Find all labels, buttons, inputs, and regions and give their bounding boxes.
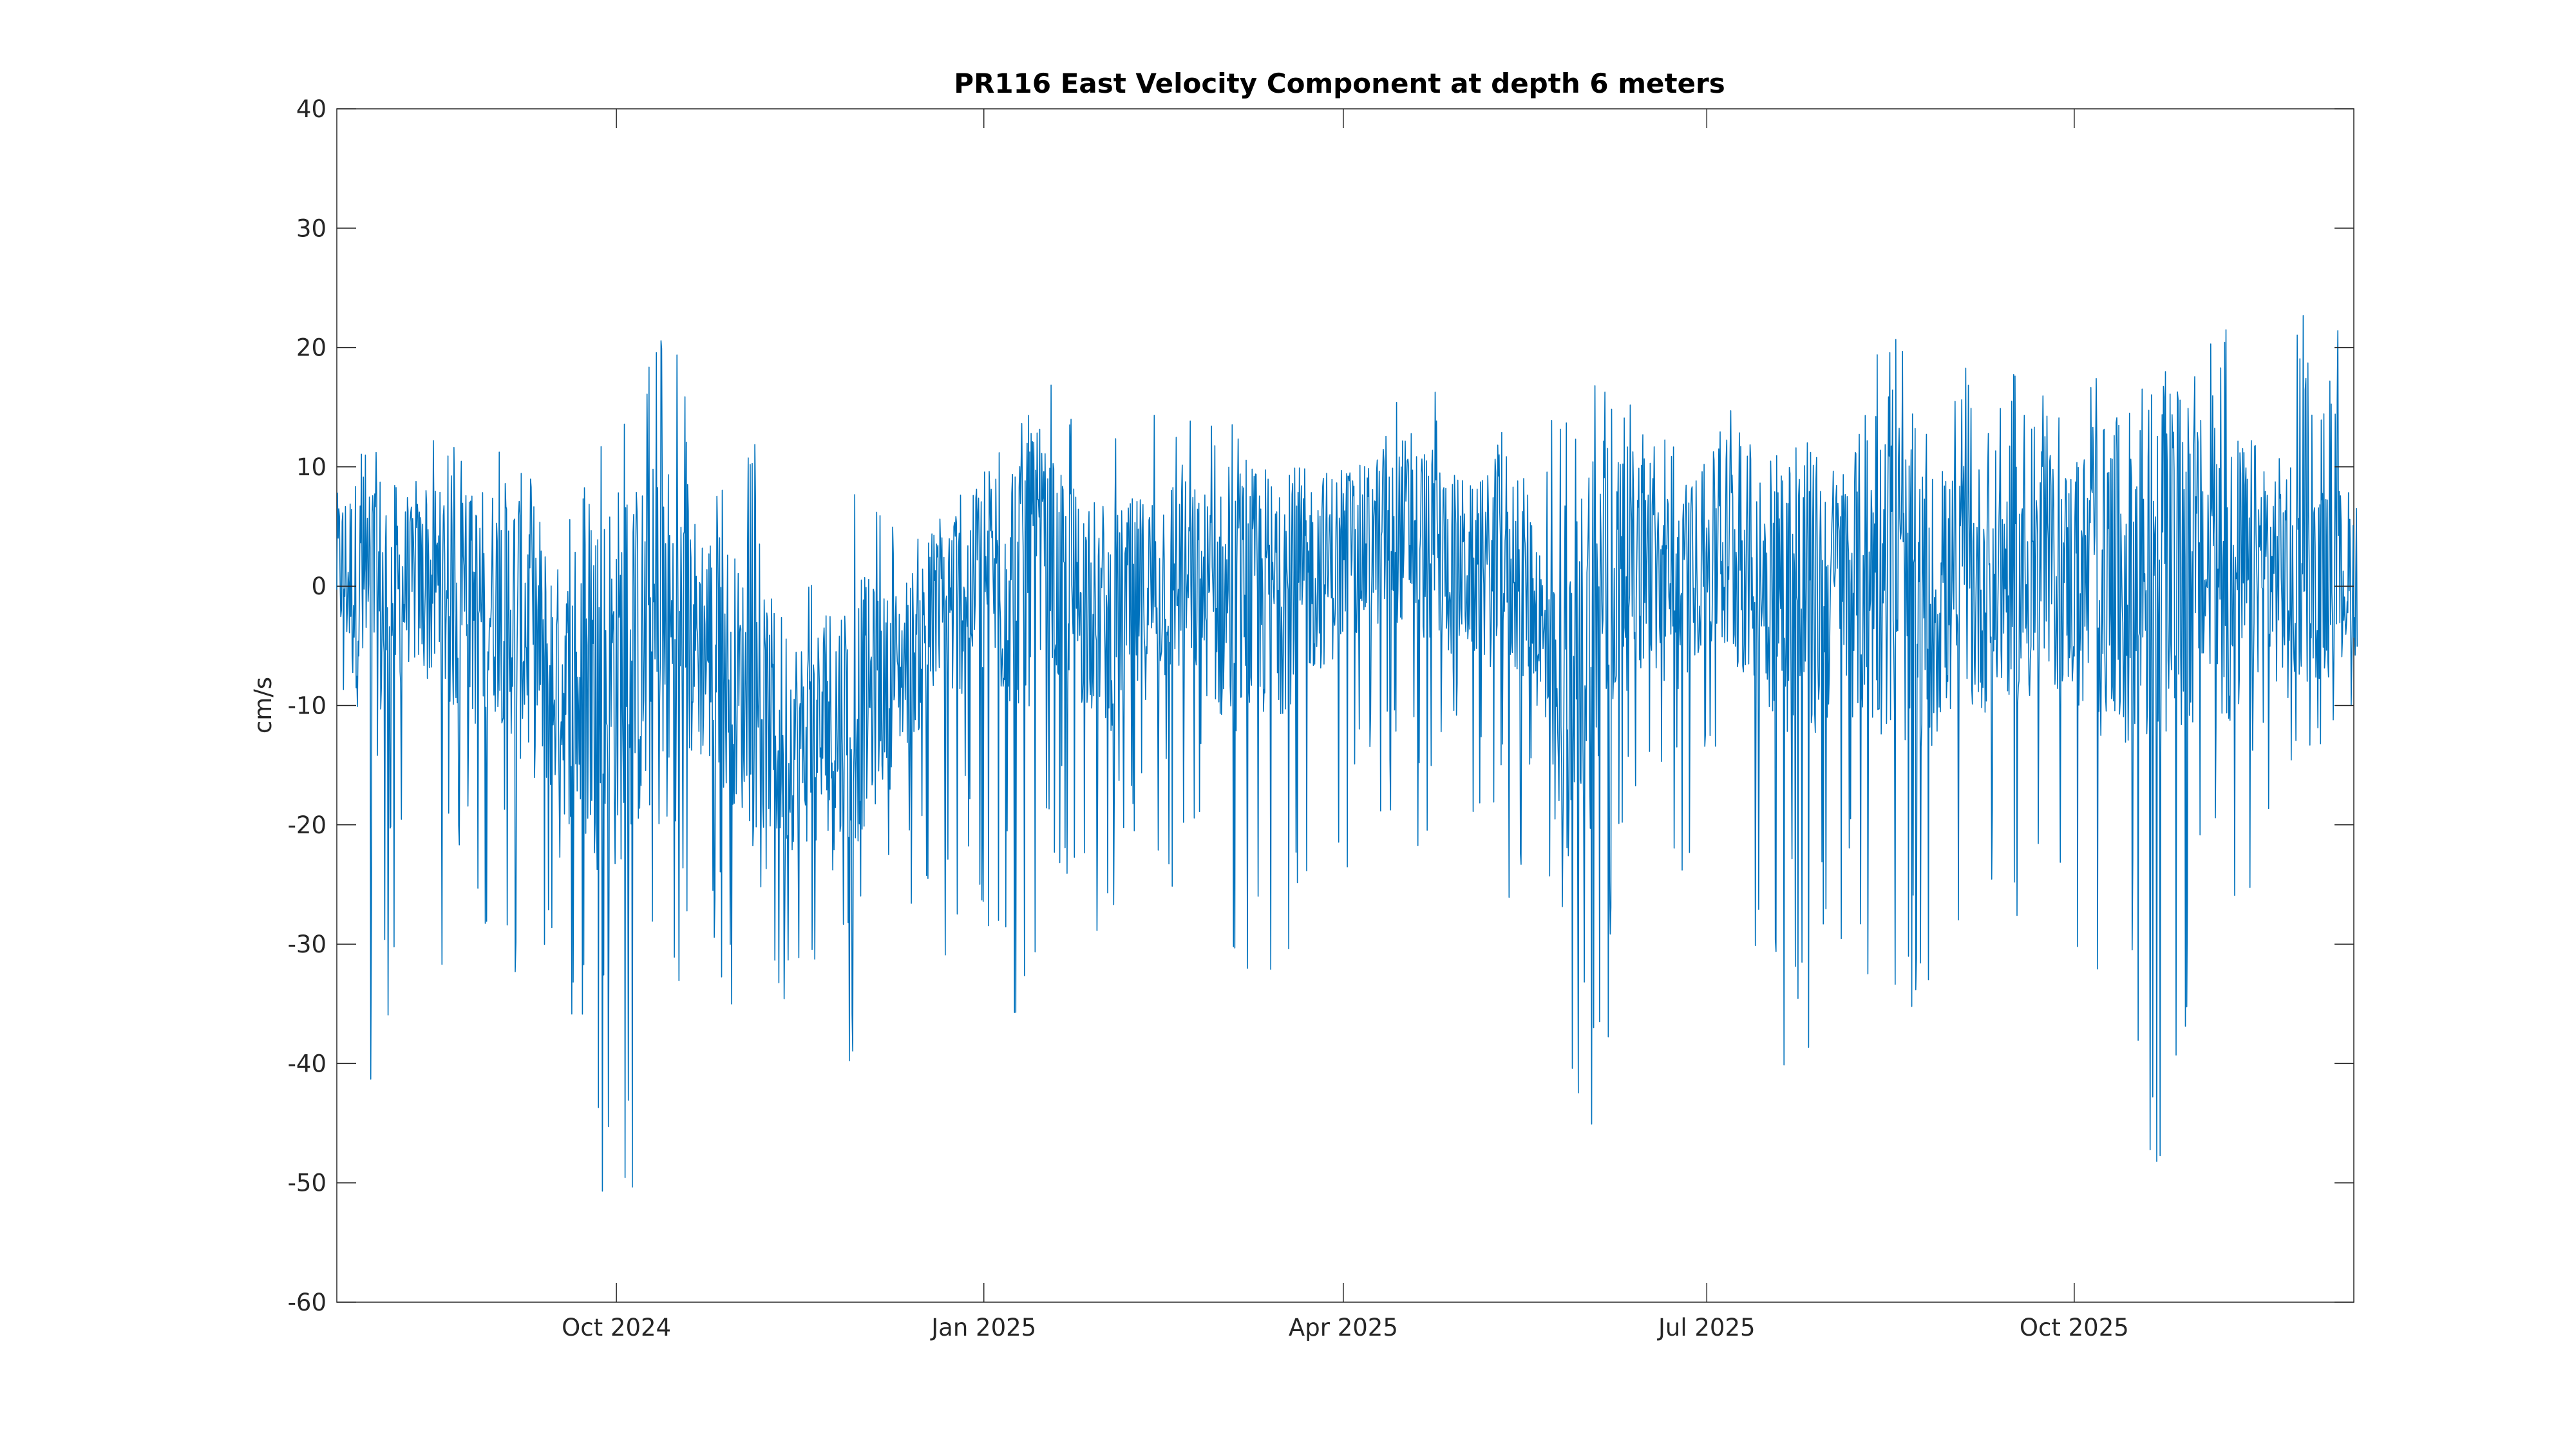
chart-title: PR116 East Velocity Component at depth 6… <box>954 68 1725 99</box>
y-tick-label-4: 0 <box>311 573 327 600</box>
y-tick-label-0: 40 <box>296 95 327 123</box>
y-tick-label-7: -30 <box>288 931 327 958</box>
y-tick-label-1: 30 <box>296 214 327 242</box>
data-layer <box>336 315 2358 1192</box>
y-tick-label-10: -60 <box>288 1289 327 1316</box>
y-tick-label-6: -20 <box>288 811 327 839</box>
y-tick-label-9: -50 <box>288 1170 327 1197</box>
y-tick-label-8: -40 <box>288 1050 327 1077</box>
x-tick-label-4: Oct 2025 <box>2020 1314 2129 1341</box>
y-axis-label: cm/s <box>249 677 277 734</box>
y-tick-label-5: -10 <box>288 692 327 720</box>
series-line-east-velocity <box>336 315 2358 1192</box>
y-tick-label-2: 20 <box>296 334 327 362</box>
x-tick-label-0: Oct 2024 <box>562 1314 671 1341</box>
x-tick-label-3: Jul 2025 <box>1657 1314 1756 1341</box>
y-tick-label-3: 10 <box>296 453 327 481</box>
x-tick-label-2: Apr 2025 <box>1289 1314 1398 1341</box>
plot-area: 40 30 20 10 0 -10 -20 -30 -40 -50 -60 Oct 2024 Jan 2… <box>288 95 2358 1341</box>
tick-layer: 40 30 20 10 0 -10 -20 -30 -40 -50 -60 Oct 2024 Jan 2… <box>288 95 2354 1341</box>
axes-box <box>336 108 2354 1303</box>
x-tick-label-1: Jan 2025 <box>930 1314 1036 1341</box>
